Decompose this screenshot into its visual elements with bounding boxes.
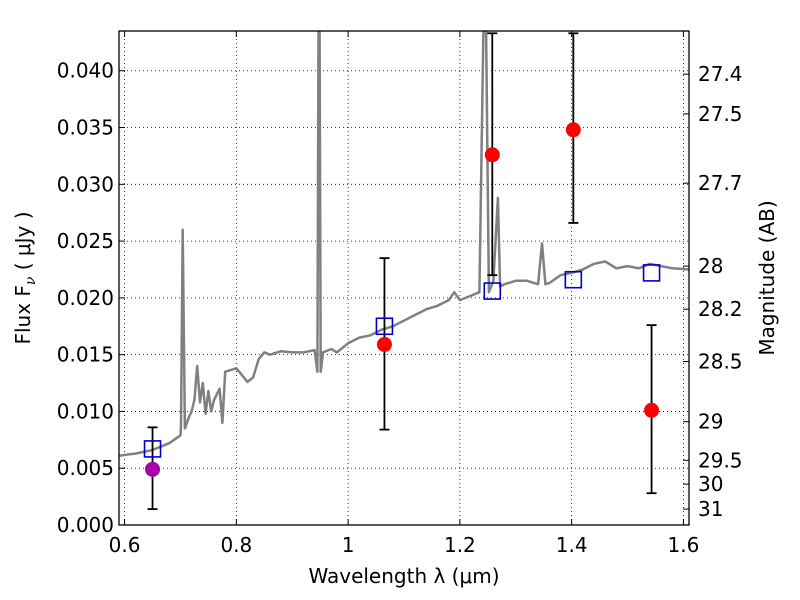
x-tick-label: 1.4 [556, 533, 588, 557]
y-axis-title-subscript: ν [23, 276, 39, 285]
magnitude-tick-label: 28.5 [698, 349, 743, 373]
model-photometry-square [143, 440, 162, 458]
observed-points [145, 122, 660, 477]
model-photometry-square [564, 270, 583, 289]
magnitude-axis-title: Magnitude (AB) [755, 200, 779, 355]
y-axis-title-unit: ( μJy ) [11, 211, 35, 276]
y-tick-label: 0.005 [57, 456, 114, 480]
y-tick-label: 0.015 [57, 343, 114, 367]
y-axis-title: Flux Fν ( μJy ) [11, 211, 39, 344]
magnitude-tick-label: 27.5 [698, 102, 743, 126]
magnitude-tick-label: 29.5 [698, 448, 743, 472]
model-photometry-square [483, 282, 502, 300]
x-tick-label: 0.8 [220, 533, 252, 557]
y-tick-label: 0.040 [57, 59, 114, 83]
spectrum-layer [119, 31, 689, 457]
observed-flux-point [376, 336, 392, 352]
observed-flux-point [565, 122, 581, 138]
observed-flux-point [644, 402, 660, 418]
magnitude-tick-label: 28 [698, 254, 723, 278]
y-tick-label: 0.030 [57, 172, 114, 196]
x-tick-label: 1.2 [444, 533, 476, 557]
observed-flux-point [484, 147, 500, 163]
x-tick-label: 1 [342, 533, 355, 557]
plot-frame [118, 30, 690, 526]
magnitude-tick-label: 29 [698, 410, 723, 434]
y-tick-label: 0.025 [57, 229, 114, 253]
model-photometry-square [375, 317, 394, 336]
y-tick-label: 0.020 [57, 286, 114, 310]
y-tick-label: 0.000 [57, 513, 114, 537]
magnitude-tick-label: 28.2 [698, 297, 743, 321]
magnitude-tick-label: 27.7 [698, 171, 743, 195]
x-tick-label: 0.6 [109, 533, 141, 557]
y-tick-label: 0.035 [57, 116, 114, 140]
x-tick-label: 1.6 [668, 533, 700, 557]
template-spectrum-line [119, 31, 689, 457]
y-tick-label: 0.010 [57, 399, 114, 423]
model-squares [143, 264, 661, 458]
x-axis-title: Wavelength λ (μm) [308, 564, 499, 588]
y-axis-title-main: Flux F [11, 285, 35, 344]
magnitude-tick-label: 31 [698, 497, 723, 521]
x-axis-ticks: 0.6 0.8 1 1.2 1.4 1.6 [109, 31, 700, 557]
y-axis-ticks: 0.000 0.005 0.010 0.015 0.020 0.025 0.030 0.035… [57, 59, 125, 537]
observed-flux-point [145, 461, 161, 477]
grid-lines [119, 31, 689, 525]
magnitude-tick-label: 30 [698, 472, 723, 496]
plot-area [119, 31, 689, 525]
magnitude-tick-label: 27.4 [698, 62, 743, 86]
model-photometry-square [642, 264, 661, 282]
